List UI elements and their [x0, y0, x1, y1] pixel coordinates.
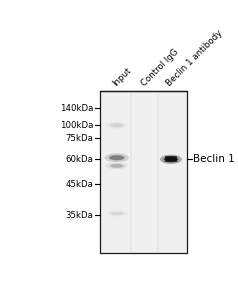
Ellipse shape	[108, 154, 125, 161]
Ellipse shape	[112, 164, 121, 167]
Text: Beclin 1: Beclin 1	[193, 154, 235, 164]
Bar	[100, 92, 187, 253]
Ellipse shape	[110, 123, 123, 128]
Ellipse shape	[167, 158, 175, 161]
Text: 75kDa: 75kDa	[65, 134, 93, 143]
Ellipse shape	[105, 153, 129, 162]
Bar	[165, 156, 177, 162]
Text: 45kDa: 45kDa	[65, 180, 93, 189]
Ellipse shape	[112, 124, 121, 127]
Text: 60kDa: 60kDa	[65, 155, 93, 164]
Ellipse shape	[163, 156, 178, 163]
Text: 35kDa: 35kDa	[65, 211, 93, 220]
Text: Input: Input	[110, 66, 133, 88]
Ellipse shape	[109, 155, 124, 160]
Ellipse shape	[106, 163, 128, 169]
Ellipse shape	[110, 212, 123, 215]
Ellipse shape	[109, 212, 124, 216]
Ellipse shape	[106, 211, 128, 217]
Text: Beclin 1 antibody: Beclin 1 antibody	[164, 28, 224, 88]
Ellipse shape	[110, 164, 123, 168]
Ellipse shape	[160, 155, 182, 164]
Ellipse shape	[112, 212, 121, 215]
Text: 140kDa: 140kDa	[60, 104, 93, 113]
Ellipse shape	[164, 157, 178, 162]
Ellipse shape	[109, 123, 124, 128]
Text: 100kDa: 100kDa	[60, 121, 93, 130]
Ellipse shape	[106, 122, 128, 129]
Text: Control IgG: Control IgG	[139, 47, 180, 88]
Ellipse shape	[112, 156, 122, 160]
Ellipse shape	[109, 164, 124, 168]
